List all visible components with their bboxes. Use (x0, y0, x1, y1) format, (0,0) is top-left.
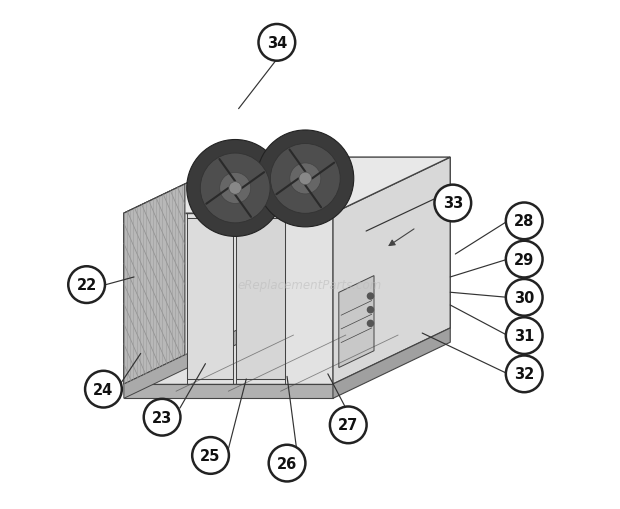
Circle shape (506, 279, 542, 316)
Circle shape (229, 182, 241, 195)
Text: 22: 22 (76, 277, 97, 293)
Circle shape (144, 399, 180, 436)
Circle shape (257, 131, 354, 228)
Circle shape (200, 154, 270, 223)
Text: 23: 23 (152, 410, 172, 425)
Circle shape (435, 185, 471, 222)
Circle shape (85, 371, 122, 408)
Circle shape (68, 267, 105, 303)
Text: 34: 34 (267, 36, 287, 51)
Polygon shape (124, 384, 333, 399)
Circle shape (368, 307, 373, 313)
Polygon shape (333, 158, 450, 384)
Text: 30: 30 (514, 290, 534, 305)
Polygon shape (124, 158, 450, 214)
Circle shape (259, 25, 295, 62)
Polygon shape (333, 328, 450, 399)
Polygon shape (124, 185, 185, 384)
Text: 31: 31 (514, 328, 534, 344)
Text: 27: 27 (338, 417, 358, 433)
Text: 33: 33 (443, 196, 463, 211)
Text: 24: 24 (94, 382, 113, 397)
Circle shape (219, 173, 250, 204)
Polygon shape (124, 328, 241, 399)
Circle shape (368, 293, 373, 299)
Text: 26: 26 (277, 456, 297, 471)
Text: 28: 28 (514, 214, 534, 229)
Polygon shape (187, 219, 232, 379)
Text: eReplacementParts.com: eReplacementParts.com (238, 278, 382, 292)
Circle shape (270, 144, 340, 214)
Text: 29: 29 (514, 252, 534, 267)
Circle shape (268, 445, 306, 482)
Polygon shape (124, 214, 333, 384)
Circle shape (506, 318, 542, 354)
Circle shape (368, 321, 373, 327)
Text: 25: 25 (200, 448, 221, 463)
Circle shape (506, 203, 542, 240)
Polygon shape (124, 158, 241, 384)
Circle shape (290, 163, 321, 194)
Text: 32: 32 (514, 366, 534, 382)
Circle shape (506, 356, 542, 392)
Polygon shape (236, 219, 285, 379)
Circle shape (330, 407, 366, 443)
Circle shape (299, 173, 312, 185)
Circle shape (506, 241, 542, 278)
Polygon shape (339, 276, 374, 368)
Circle shape (192, 437, 229, 474)
Circle shape (187, 140, 283, 237)
